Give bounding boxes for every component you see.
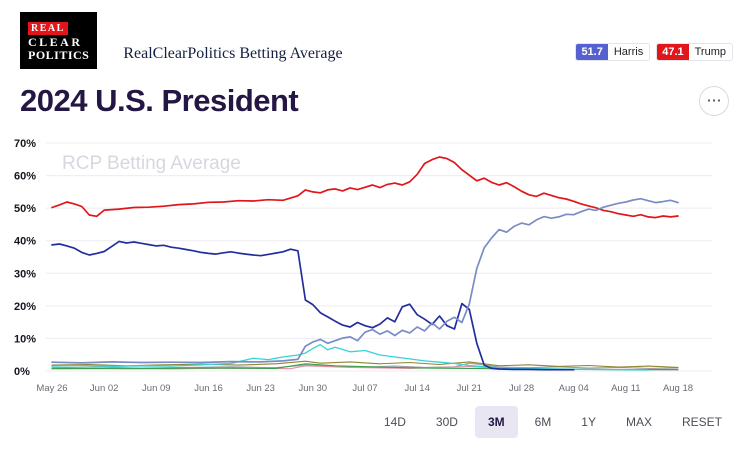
betting-average-chart[interactable]: 0% 10% 20% 30% 40% 50% 60% 70% RCP Betting Avera… (0, 119, 749, 402)
legend-item-harris[interactable]: 51.7 Harris (575, 42, 651, 61)
x-axis-label: Jul 07 (352, 383, 377, 394)
x-axis-label: Jul 28 (509, 383, 534, 394)
y-axis-label: 70% (14, 138, 36, 150)
more-options-button[interactable]: ⋯ (699, 85, 729, 116)
x-axis-label: Aug 04 (559, 383, 589, 394)
y-axis-label: 60% (14, 171, 36, 183)
header: REAL CLEAR POLITICS RealClearPolitics Be… (0, 0, 749, 69)
y-axis-label: 40% (14, 236, 36, 248)
logo-line-real: REAL (28, 22, 68, 35)
range-button-6m[interactable]: 6M (522, 406, 565, 438)
range-button-14d[interactable]: 14D (371, 406, 419, 438)
y-axis-label: 10% (14, 333, 36, 345)
y-axis-label: 50% (14, 203, 36, 215)
x-axis-label: Aug 18 (663, 383, 693, 394)
series-cyan (51, 343, 649, 371)
y-axis-label: 0% (14, 366, 30, 378)
series-Harris (51, 197, 679, 364)
header-title: RealClearPolitics Betting Average (123, 44, 343, 62)
rcp-logo[interactable]: REAL CLEAR POLITICS (20, 12, 98, 69)
range-button-reset[interactable]: RESET (669, 406, 735, 438)
title-row: 2024 U.S. President ⋯ (0, 69, 749, 119)
x-axis-label: Jul 21 (457, 383, 482, 394)
legend-item-trump[interactable]: 47.1 Trump (656, 42, 733, 61)
y-axis-label: 20% (14, 301, 36, 313)
chart-watermark: RCP Betting Average (62, 153, 241, 174)
harris-label: Harris (613, 45, 644, 58)
trump-label: Trump (694, 45, 726, 58)
score-legend: 51.7 Harris 47.1 Trump (575, 42, 733, 69)
harris-score-badge: 51.7 (576, 43, 608, 60)
x-axis-label: Aug 11 (611, 383, 640, 394)
range-button-30d[interactable]: 30D (423, 406, 471, 438)
logo-line-politics: POLITICS (28, 47, 90, 62)
trump-score-badge: 47.1 (657, 43, 689, 60)
logo-line-clear: CLEAR (28, 34, 83, 49)
range-button-max[interactable]: MAX (613, 406, 665, 438)
ellipsis-icon: ⋯ (706, 92, 722, 110)
series-dark-blue (51, 240, 575, 371)
page-title: 2024 U.S. President (20, 82, 299, 118)
y-axis-label: 30% (14, 268, 36, 280)
range-button-1y[interactable]: 1Y (568, 406, 609, 438)
x-axis-label: Jun 23 (246, 383, 275, 394)
x-axis-label: May 26 (36, 383, 67, 394)
x-axis-label: Jun 09 (142, 383, 171, 394)
range-selector: 14D 30D 3M 6M 1Y MAX RESET (0, 402, 749, 438)
range-button-3m[interactable]: 3M (474, 405, 518, 438)
series-Trump (51, 156, 679, 219)
x-axis-label: Jul 14 (405, 383, 430, 394)
x-axis-label: Jun 30 (299, 383, 328, 394)
chart-canvas: 0% 10% 20% 30% 40% 50% 60% 70% RCP Betting Avera… (14, 138, 712, 394)
x-axis-label: Jun 02 (90, 383, 119, 394)
x-axis-label: Jun 16 (194, 383, 223, 394)
series-olive (51, 360, 679, 368)
